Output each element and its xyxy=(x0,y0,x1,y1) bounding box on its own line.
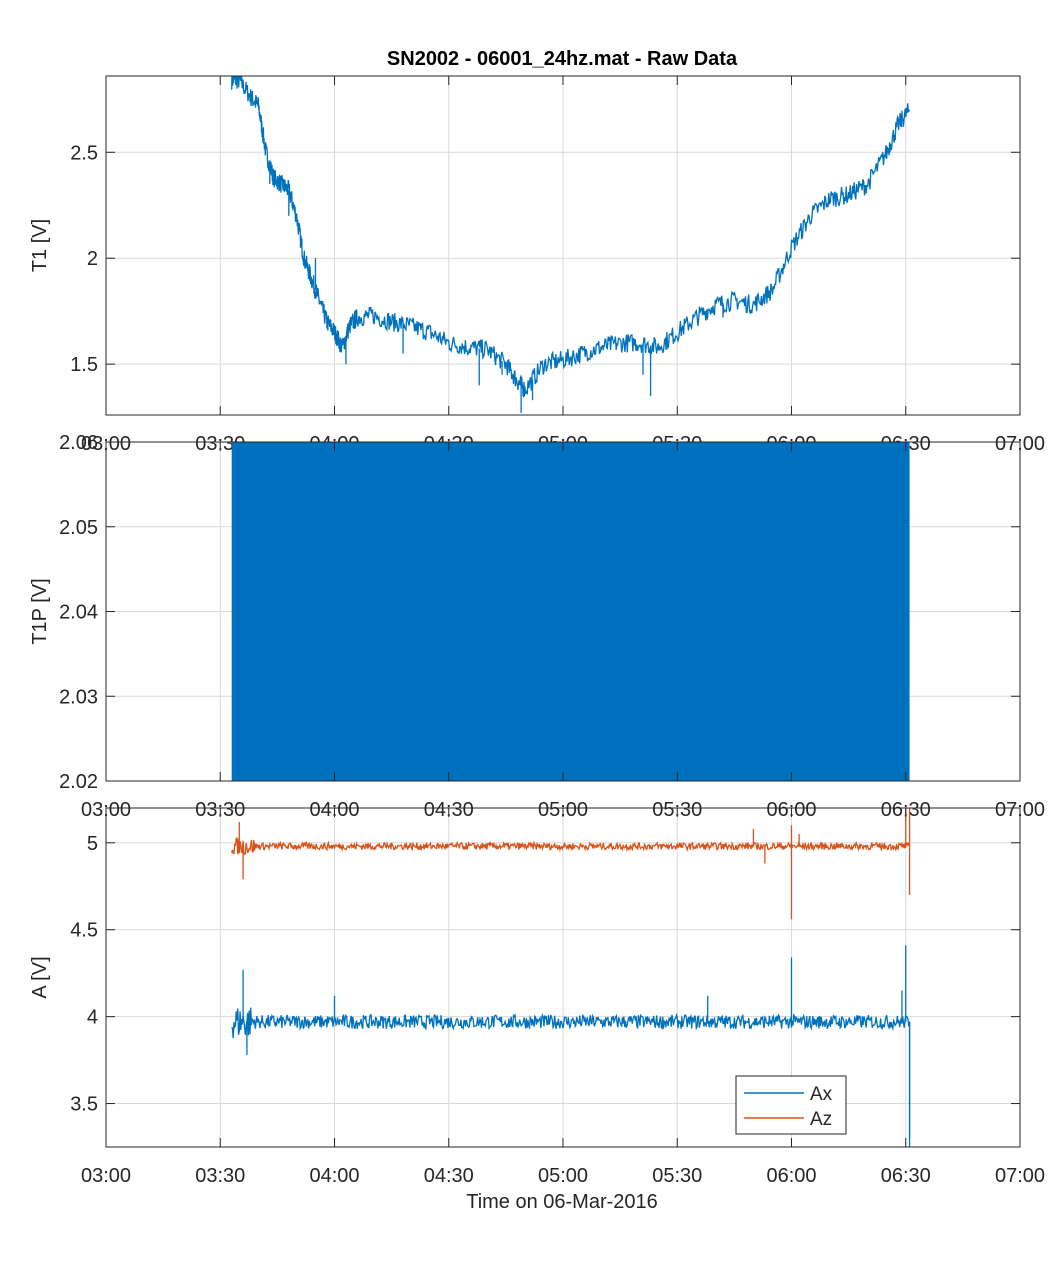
x-tick-label: 06:30 xyxy=(881,1165,931,1187)
plot-area xyxy=(231,808,911,1147)
panel-1: 1.522.503:0003:3004:0004:3005:0005:3006:… xyxy=(29,75,1045,455)
legend-label: Az xyxy=(810,1109,832,1130)
y-axis-label: T1P [V] xyxy=(29,578,51,644)
y-axis-label: A [V] xyxy=(29,956,51,998)
legend-box xyxy=(735,1075,847,1135)
x-tick-label: 05:30 xyxy=(652,1165,702,1187)
x-axis-label: Time on 06-Mar-2016 xyxy=(466,1191,658,1213)
series-fill xyxy=(231,442,910,781)
y-tick-label: 2.03 xyxy=(59,686,98,708)
series-line-Ax xyxy=(231,1007,911,1039)
y-tick-label: 2.05 xyxy=(59,517,98,539)
plot-area xyxy=(231,76,911,413)
y-tick-label: 2.5 xyxy=(70,142,98,164)
legend: Ax Az xyxy=(735,1075,847,1135)
y-tick-label: 2.04 xyxy=(59,602,98,624)
x-tick-label: 03:30 xyxy=(195,1165,245,1187)
panel-3: 3.5 4 4.5 5 03:00 03:30 04:00 04:30 05:00 05:30 06… xyxy=(29,807,1045,1187)
figure-title: SN2002 - 06001_24hz.mat - Raw Data xyxy=(387,48,738,70)
series-line-Az xyxy=(231,837,910,856)
y-tick-label: 2.02 xyxy=(59,771,98,793)
series-line-T1 xyxy=(231,76,911,398)
x-tick-label: 06:00 xyxy=(766,1165,816,1187)
x-tick-label: 04:30 xyxy=(424,1165,474,1187)
x-tick-label: 04:00 xyxy=(309,1165,359,1187)
plot-area xyxy=(231,442,910,781)
y-tick-label: 1.5 xyxy=(70,354,98,376)
x-tick-label: 07:00 xyxy=(995,1165,1045,1187)
y-tick-label: 2 xyxy=(87,248,98,270)
x-tick-label: 05:00 xyxy=(538,1165,588,1187)
y-tick-label: 4.5 xyxy=(70,920,98,942)
y-tick-label: 5 xyxy=(87,833,98,855)
y-tick-label: 4 xyxy=(87,1007,98,1029)
y-tick-label: 3.5 xyxy=(70,1094,98,1116)
legend-label: Ax xyxy=(810,1084,833,1105)
x-tick-label: 03:00 xyxy=(81,1165,131,1187)
y-axis-label: T1 [V] xyxy=(29,219,51,272)
y-tick-label: 2.06 xyxy=(59,432,98,454)
